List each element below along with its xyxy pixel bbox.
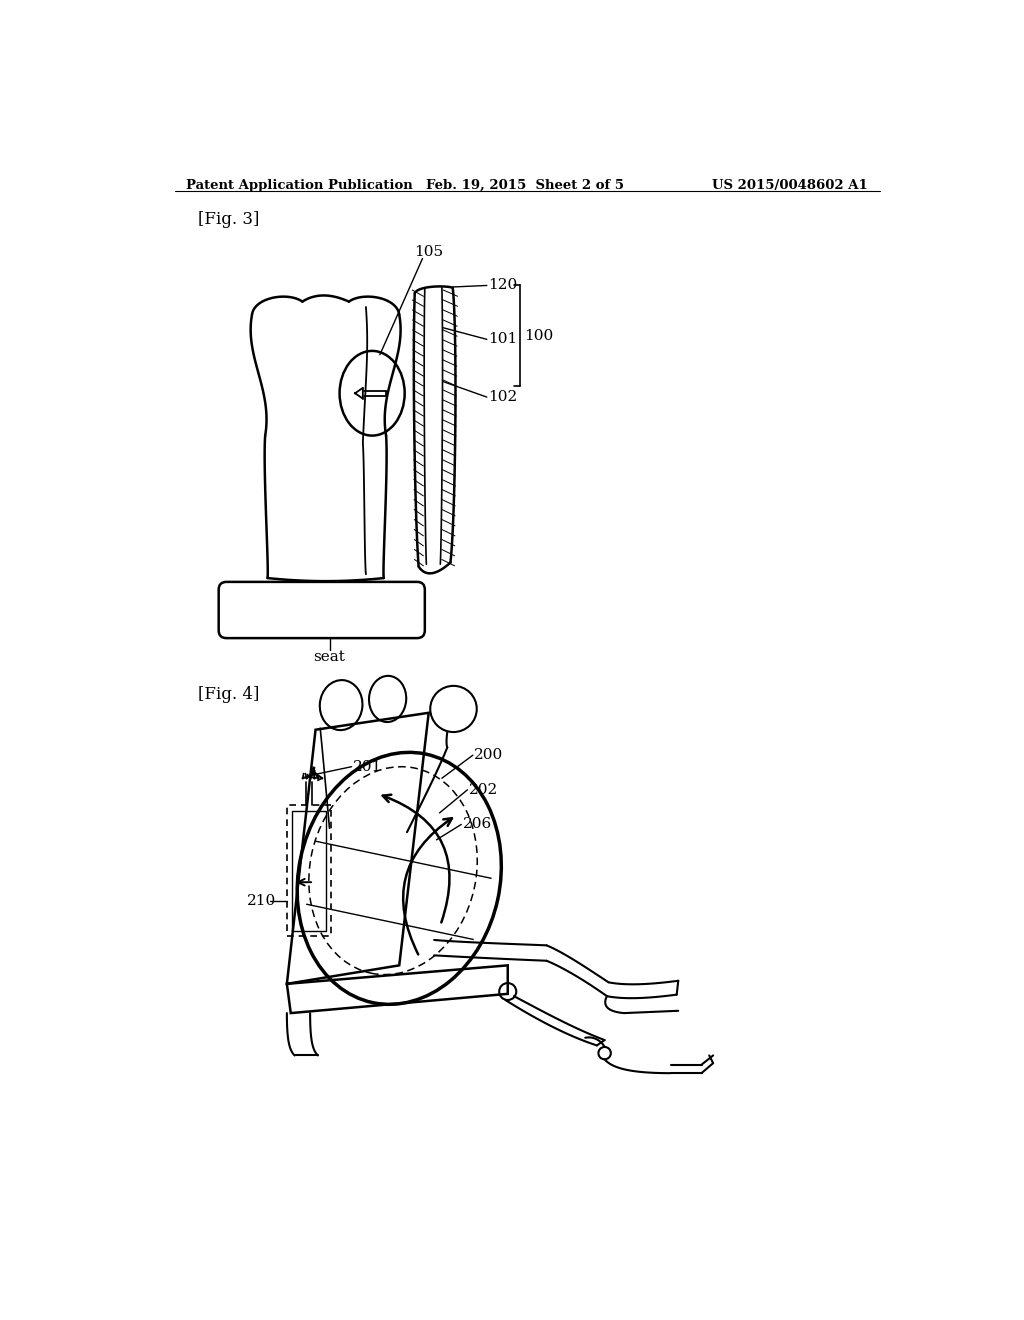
Text: 101: 101 (488, 333, 517, 346)
Text: [Fig. 4]: [Fig. 4] (198, 686, 259, 702)
Bar (292, 810, 326, 931)
Text: 102: 102 (488, 391, 517, 404)
Text: Patent Application Publication: Patent Application Publication (186, 180, 413, 193)
FancyBboxPatch shape (219, 582, 425, 638)
Text: 201: 201 (353, 760, 382, 774)
Text: 120: 120 (488, 279, 517, 293)
Text: 206: 206 (463, 817, 493, 832)
Text: US 2015/0048602 A1: US 2015/0048602 A1 (713, 180, 868, 193)
Text: 105: 105 (414, 244, 443, 259)
Text: Feb. 19, 2015  Sheet 2 of 5: Feb. 19, 2015 Sheet 2 of 5 (426, 180, 624, 193)
Text: [Fig. 3]: [Fig. 3] (198, 211, 259, 228)
Text: 202: 202 (469, 783, 499, 797)
Text: 100: 100 (524, 329, 553, 342)
Text: 210: 210 (247, 895, 275, 908)
Polygon shape (355, 388, 362, 399)
Text: seat: seat (313, 649, 345, 664)
Bar (287, 805, 331, 936)
Text: 200: 200 (474, 748, 504, 762)
